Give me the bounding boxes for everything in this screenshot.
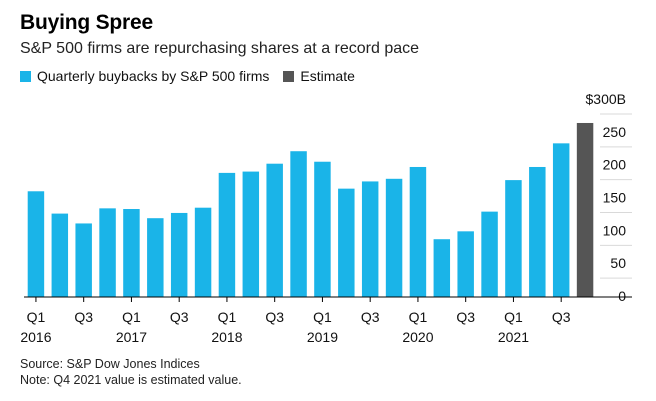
x-tick-label-year: 2019 bbox=[307, 329, 338, 345]
bar-buybacks bbox=[433, 239, 451, 297]
bar-buybacks bbox=[529, 166, 546, 297]
y-tick-label: 0 bbox=[618, 288, 626, 304]
x-tick-label-year: 2018 bbox=[211, 329, 242, 345]
estimate-note: Note: Q4 2021 value is estimated value. bbox=[20, 373, 242, 387]
bar-buybacks bbox=[552, 143, 570, 297]
y-tick-label: 200 bbox=[603, 157, 627, 173]
legend-swatch-buybacks bbox=[20, 70, 31, 82]
bar-buybacks bbox=[385, 178, 403, 297]
source-note: Source: S&P Dow Jones Indices bbox=[20, 357, 200, 371]
legend-item-buybacks: Quarterly buybacks by S&P 500 firms bbox=[20, 68, 269, 84]
bar-buybacks bbox=[457, 231, 474, 297]
bar-buybacks bbox=[314, 161, 331, 297]
gridlines bbox=[600, 113, 632, 279]
x-tick-label-quarter: Q3 bbox=[74, 309, 93, 325]
bar-buybacks bbox=[75, 223, 92, 297]
chart-subtitle: S&P 500 firms are repurchasing shares at… bbox=[20, 40, 420, 57]
bar-buybacks bbox=[361, 181, 379, 297]
x-tick-label-year: 2017 bbox=[116, 329, 147, 345]
bar-buybacks bbox=[266, 163, 283, 297]
y-tick-label: 100 bbox=[603, 222, 627, 238]
y-tick-label: 50 bbox=[610, 255, 626, 271]
x-tick-label-year: 2021 bbox=[498, 329, 529, 345]
legend: Quarterly buybacks by S&P 500 firms Esti… bbox=[20, 68, 369, 84]
bar-buybacks bbox=[242, 171, 260, 297]
bar-buybacks bbox=[27, 191, 45, 297]
legend-item-estimate: Estimate bbox=[283, 68, 355, 84]
bar-buybacks bbox=[481, 211, 498, 297]
bar-buybacks bbox=[338, 188, 355, 297]
bar-buybacks bbox=[505, 180, 522, 297]
bar-buybacks bbox=[51, 213, 69, 297]
x-tick-label-quarter: Q3 bbox=[265, 309, 284, 325]
axes: 0 50 100 150 200 250 $300B Q1 2016 Q3 Q1 2017 Q3 Q1 20… bbox=[20, 91, 632, 345]
x-tick-label-quarter: Q3 bbox=[456, 309, 475, 325]
legend-label-buybacks: Quarterly buybacks by S&P 500 firms bbox=[37, 68, 270, 84]
legend-swatch-estimate bbox=[283, 70, 295, 82]
x-tick-label-quarter: Q1 bbox=[27, 309, 46, 325]
bar-buybacks bbox=[218, 172, 236, 297]
bar-buybacks bbox=[194, 207, 212, 297]
x-tick-label-quarter: Q1 bbox=[313, 309, 332, 325]
x-tick-label-year: 2020 bbox=[402, 329, 433, 345]
x-tick-label-quarter: Q1 bbox=[218, 309, 237, 325]
y-tick-label: 250 bbox=[603, 124, 627, 140]
x-tick-label-year: 2016 bbox=[20, 329, 51, 345]
bar-buybacks bbox=[170, 212, 188, 297]
bars bbox=[27, 122, 594, 297]
bar-buybacks bbox=[123, 209, 140, 297]
bar-buybacks bbox=[409, 166, 427, 297]
chart-title: Buying Spree bbox=[20, 11, 153, 34]
x-tick-label-quarter: Q3 bbox=[552, 309, 571, 325]
x-tick-label-quarter: Q1 bbox=[504, 309, 523, 325]
bar-buybacks bbox=[147, 218, 164, 297]
bar-buybacks bbox=[99, 208, 116, 297]
footer: Source: S&P Dow Jones Indices Note: Q4 2… bbox=[20, 356, 242, 388]
y-tick-label: $300B bbox=[586, 91, 626, 107]
y-tick-label: 150 bbox=[603, 190, 627, 206]
x-tick-label-quarter: Q3 bbox=[361, 309, 380, 325]
bar-buybacks bbox=[290, 151, 307, 297]
legend-label-estimate: Estimate bbox=[300, 68, 355, 84]
x-tick-label-quarter: Q1 bbox=[409, 309, 428, 325]
x-tick-label-quarter: Q3 bbox=[170, 309, 189, 325]
bar-estimate bbox=[576, 122, 594, 297]
x-tick-label-quarter: Q1 bbox=[122, 309, 141, 325]
